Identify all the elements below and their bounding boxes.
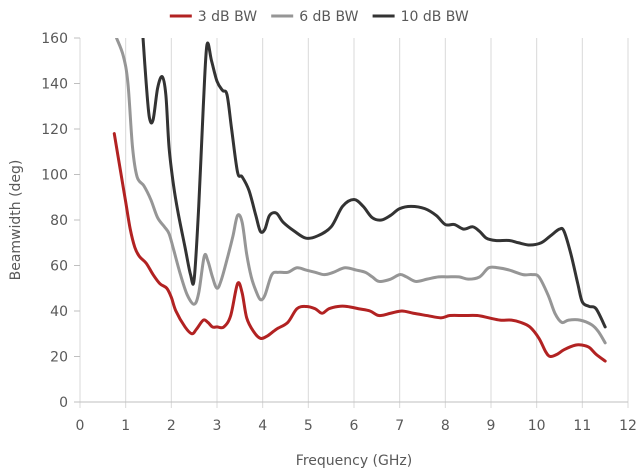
x-tick-label: 1	[121, 418, 130, 434]
series-lines	[112, 38, 607, 363]
x-axis-title: Frequency (GHz)	[296, 453, 412, 469]
gridlines	[79, 38, 629, 408]
x-tick-label: 10	[528, 418, 546, 434]
x-tick-label: 7	[395, 418, 404, 434]
y-axis-ticks: 0 20 40 60 80 100 120 140 160	[41, 31, 80, 411]
x-tick-label: 12	[619, 418, 636, 434]
y-tick-label: 40	[50, 304, 68, 320]
series-line-2	[115, 38, 607, 345]
x-tick-label: 2	[167, 418, 176, 434]
legend-label-2: 6 dB BW	[299, 9, 358, 25]
y-tick-label: 20	[50, 350, 68, 366]
y-tick-label: 100	[41, 168, 68, 184]
x-tick-label: 9	[487, 418, 496, 434]
x-tick-label: 11	[573, 418, 591, 434]
x-axis-ticks: 0 1 2 3 4 5 6 7 8 9 10 11 12	[76, 418, 636, 434]
y-axis-title: Beamwidth (deg)	[8, 160, 24, 281]
y-tick-label: 80	[50, 213, 68, 229]
x-tick-label: 3	[213, 418, 222, 434]
y-tick-label: 140	[41, 77, 68, 93]
x-tick-label: 8	[441, 418, 450, 434]
y-tick-label: 160	[41, 31, 68, 47]
legend-label-1: 3 dB BW	[198, 9, 257, 25]
x-tick-label: 6	[350, 418, 359, 434]
x-tick-label: 5	[304, 418, 313, 434]
y-tick-label: 60	[50, 259, 68, 275]
series-line-3	[141, 38, 607, 329]
y-tick-label: 120	[41, 122, 68, 138]
series-line-1	[112, 132, 607, 363]
legend-label-3: 10 dB BW	[401, 9, 469, 25]
legend: 3 dB BW 6 dB BW 10 dB BW	[169, 9, 469, 25]
x-tick-label: 0	[76, 418, 85, 434]
x-tick-label: 4	[258, 418, 267, 434]
y-tick-label: 0	[59, 395, 68, 411]
